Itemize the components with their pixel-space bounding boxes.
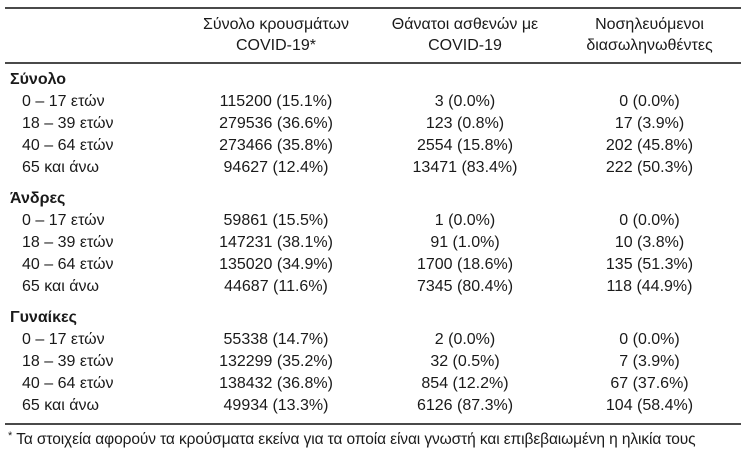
column-header-total-cases-line1: Σύνολο κρουσμάτων: [202, 16, 349, 33]
cell-intubated: 17 (3.9%): [614, 115, 685, 132]
cell-cases: 44687 (11.6%): [224, 278, 328, 295]
column-header-intubated: Νοσηλευόμενοι διασωληνωθέντες: [558, 8, 741, 64]
cell-intubated: 10 (3.8%): [614, 234, 685, 251]
cell-intubated: 222 (50.3%): [605, 159, 694, 176]
table-row: 0 – 17 ετών 55338 (14.7%) 2 (0.0%) 0 (0.…: [5, 329, 741, 351]
age-label: 65 και άνω: [22, 159, 100, 176]
cell-deaths: 123 (0.8%): [425, 115, 505, 132]
cell-intubated: 135 (51.3%): [605, 256, 694, 273]
age-label: 40 – 64 ετών: [22, 256, 114, 273]
cell-cases: 147231 (38.1%): [219, 234, 333, 251]
age-label: 0 – 17 ετών: [22, 331, 105, 348]
age-label: 65 και άνω: [22, 278, 100, 295]
group-label-men: Άνδρες: [10, 190, 66, 207]
group-row-total: Σύνολο: [5, 63, 741, 91]
cell-cases: 135020 (34.9%): [219, 256, 333, 273]
column-header-deaths-line1: Θάνατοι ασθενών με: [391, 16, 539, 33]
cell-intubated: 118 (44.9%): [606, 278, 693, 295]
header-empty-cell: [5, 8, 180, 64]
footnote-asterisk: *: [8, 430, 13, 442]
age-label: 18 – 39 ετών: [22, 353, 114, 370]
table-row: 65 και άνω 94627 (12.4%) 13471 (83.4%) 2…: [5, 157, 741, 179]
header-row: Σύνολο κρουσμάτων COVID-19* Θάνατοι ασθε…: [5, 8, 741, 64]
group-row-men: Άνδρες: [5, 179, 741, 210]
column-header-intubated-line1: Νοσηλευόμενοι: [595, 16, 704, 33]
cell-cases: 49934 (13.3%): [223, 397, 329, 414]
cell-deaths: 854 (12.2%): [421, 375, 509, 392]
table-row: 18 – 39 ετών 132299 (35.2%) 32 (0.5%) 7 …: [5, 351, 741, 373]
cell-intubated: 0 (0.0%): [619, 93, 680, 110]
cell-cases: 55338 (14.7%): [223, 331, 329, 348]
cell-deaths: 1700 (18.6%): [416, 256, 514, 273]
cell-intubated: 7 (3.9%): [619, 353, 680, 370]
footnote-text: Τα στοιχεία αφορούν τα κρούσματα εκείνα …: [16, 431, 696, 448]
cell-deaths: 6126 (87.3%): [416, 397, 514, 414]
column-header-total-cases-line2: COVID-19*: [235, 37, 317, 54]
cell-deaths: 2 (0.0%): [434, 331, 496, 348]
cell-cases: 273466 (35.8%): [219, 137, 333, 154]
cell-deaths: 91 (1.0%): [430, 234, 500, 251]
age-label: 0 – 17 ετών: [22, 93, 105, 110]
column-header-total-cases: Σύνολο κρουσμάτων COVID-19*: [180, 8, 372, 64]
group-row-women: Γυναίκες: [5, 298, 741, 329]
table-row: 65 και άνω 49934 (13.3%) 6126 (87.3%) 10…: [5, 395, 741, 423]
cell-deaths: 2554 (15.8%): [416, 137, 514, 154]
table-row: 18 – 39 ετών 279536 (36.6%) 123 (0.8%) 1…: [5, 113, 741, 135]
table-row: 0 – 17 ετών 59861 (15.5%) 1 (0.0%) 0 (0.…: [5, 210, 741, 232]
covid-stats-table: Σύνολο κρουσμάτων COVID-19* Θάνατοι ασθε…: [5, 7, 741, 423]
cell-intubated: 0 (0.0%): [619, 331, 680, 348]
footnote: * Τα στοιχεία αφορούν τα κρούσματα εκείνα…: [5, 423, 741, 449]
column-header-intubated-line2: διασωληνωθέντες: [586, 37, 713, 54]
cell-deaths: 7345 (80.4%): [416, 278, 514, 295]
cell-cases: 132299 (35.2%): [219, 353, 333, 370]
cell-cases: 138432 (36.8%): [219, 375, 333, 392]
group-label-women: Γυναίκες: [10, 309, 77, 326]
group-label-total: Σύνολο: [10, 71, 67, 88]
cell-intubated: 104 (58.4%): [605, 397, 694, 414]
cell-cases: 115200 (15.1%): [219, 93, 333, 110]
cell-cases: 59861 (15.5%): [223, 212, 329, 229]
age-label: 18 – 39 ετών: [22, 234, 114, 251]
table-row: 65 και άνω 44687 (11.6%) 7345 (80.4%) 11…: [5, 276, 741, 298]
age-label: 18 – 39 ετών: [22, 115, 114, 132]
cell-cases: 279536 (36.6%): [219, 115, 333, 132]
cell-deaths: 1 (0.0%): [434, 212, 496, 229]
cell-intubated: 67 (37.6%): [610, 375, 689, 392]
table-row: 40 – 64 ετών 138432 (36.8%) 854 (12.2%) …: [5, 373, 741, 395]
cell-intubated: 0 (0.0%): [619, 212, 680, 229]
cell-cases: 94627 (12.4%): [223, 159, 329, 176]
table-row: 40 – 64 ετών 135020 (34.9%) 1700 (18.6%)…: [5, 254, 741, 276]
age-label: 40 – 64 ετών: [22, 137, 114, 154]
table-row: 0 – 17 ετών 115200 (15.1%) 3 (0.0%) 0 (0…: [5, 91, 741, 113]
cell-deaths: 32 (0.5%): [430, 353, 500, 370]
column-header-deaths-line2: COVID-19: [428, 37, 502, 54]
cell-intubated: 202 (45.8%): [605, 137, 694, 154]
table-body: Σύνολο 0 – 17 ετών 115200 (15.1%) 3 (0.0…: [5, 63, 741, 423]
age-label: 65 και άνω: [22, 397, 100, 414]
age-label: 40 – 64 ετών: [22, 375, 114, 392]
cell-deaths: 13471 (83.4%): [412, 159, 518, 176]
table-wrap: Σύνολο κρουσμάτων COVID-19* Θάνατοι ασθε…: [5, 7, 741, 449]
age-label: 0 – 17 ετών: [22, 212, 105, 229]
table-row: 40 – 64 ετών 273466 (35.8%) 2554 (15.8%)…: [5, 135, 741, 157]
column-header-deaths: Θάνατοι ασθενών με COVID-19: [372, 8, 558, 64]
table-header: Σύνολο κρουσμάτων COVID-19* Θάνατοι ασθε…: [5, 8, 741, 64]
cell-deaths: 3 (0.0%): [434, 93, 496, 110]
table-row: 18 – 39 ετών 147231 (38.1%) 91 (1.0%) 10…: [5, 232, 741, 254]
